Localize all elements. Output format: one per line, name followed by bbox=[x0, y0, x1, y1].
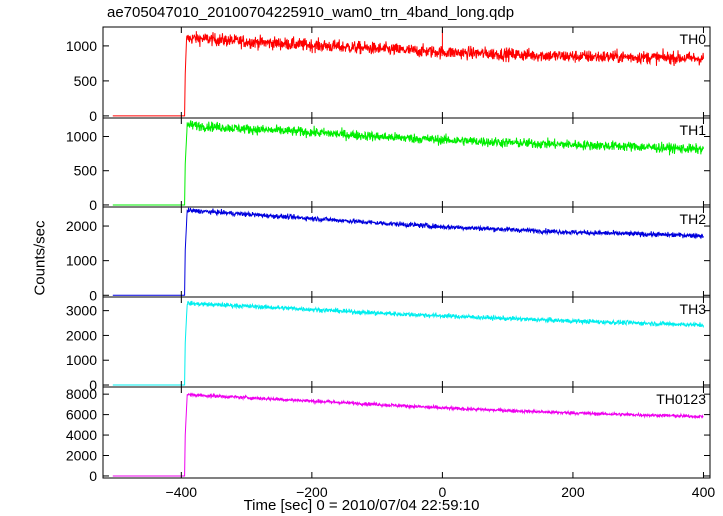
x-axis-label: Time [sec] 0 = 2010/07/04 22:59:10 bbox=[243, 497, 480, 514]
panel-frame-th2 bbox=[102, 206, 711, 298]
y-tick-label: 500 bbox=[74, 163, 98, 179]
y-tick-label: 2000 bbox=[66, 448, 97, 464]
panel-frame-th0 bbox=[102, 26, 711, 119]
y-tick-label: 0 bbox=[89, 377, 97, 393]
y-tick-label: 1000 bbox=[66, 38, 97, 54]
x-tick-label: 200 bbox=[561, 484, 585, 500]
y-tick-label: 2000 bbox=[66, 218, 97, 234]
y-tick-label: 8000 bbox=[66, 386, 97, 402]
panel-label-th2: TH2 bbox=[680, 211, 707, 227]
x-tick-label: −200 bbox=[296, 484, 328, 500]
panel-frame-th0123 bbox=[102, 386, 711, 479]
panel-label-th0: TH0 bbox=[680, 31, 707, 47]
y-tick-label: 0 bbox=[89, 108, 97, 124]
series-line-th2 bbox=[112, 207, 704, 296]
panel-frame-th1 bbox=[102, 117, 711, 208]
panel-label-th3: TH3 bbox=[680, 301, 707, 317]
y-tick-label: 0 bbox=[89, 287, 97, 303]
y-tick-label: 6000 bbox=[66, 407, 97, 423]
series-line-th0123 bbox=[112, 392, 704, 477]
panel-frame-th3 bbox=[102, 296, 711, 388]
panel-label-th0123: TH0123 bbox=[656, 391, 706, 407]
y-tick-label: 2000 bbox=[66, 327, 97, 343]
y-axis-label: Counts/sec bbox=[31, 220, 49, 296]
series-line-th0 bbox=[112, 31, 704, 117]
y-tick-label: 0 bbox=[89, 197, 97, 213]
x-tick-label: 400 bbox=[692, 484, 716, 500]
x-tick-label: −400 bbox=[166, 484, 198, 500]
chart-title: ae705047010_20100704225910_wam0_trn_4ban… bbox=[107, 4, 515, 21]
series-line-th3 bbox=[112, 300, 704, 386]
series-line-th1 bbox=[112, 120, 704, 206]
y-tick-label: 0 bbox=[89, 468, 97, 484]
y-tick-label: 1000 bbox=[66, 128, 97, 144]
panel-label-th1: TH1 bbox=[680, 122, 707, 138]
y-tick-label: 1000 bbox=[66, 253, 97, 269]
y-tick-label: 3000 bbox=[66, 303, 97, 319]
y-tick-label: 500 bbox=[74, 73, 98, 89]
y-tick-label: 1000 bbox=[66, 352, 97, 368]
y-tick-label: 4000 bbox=[66, 427, 97, 443]
x-tick-label: 0 bbox=[438, 484, 446, 500]
